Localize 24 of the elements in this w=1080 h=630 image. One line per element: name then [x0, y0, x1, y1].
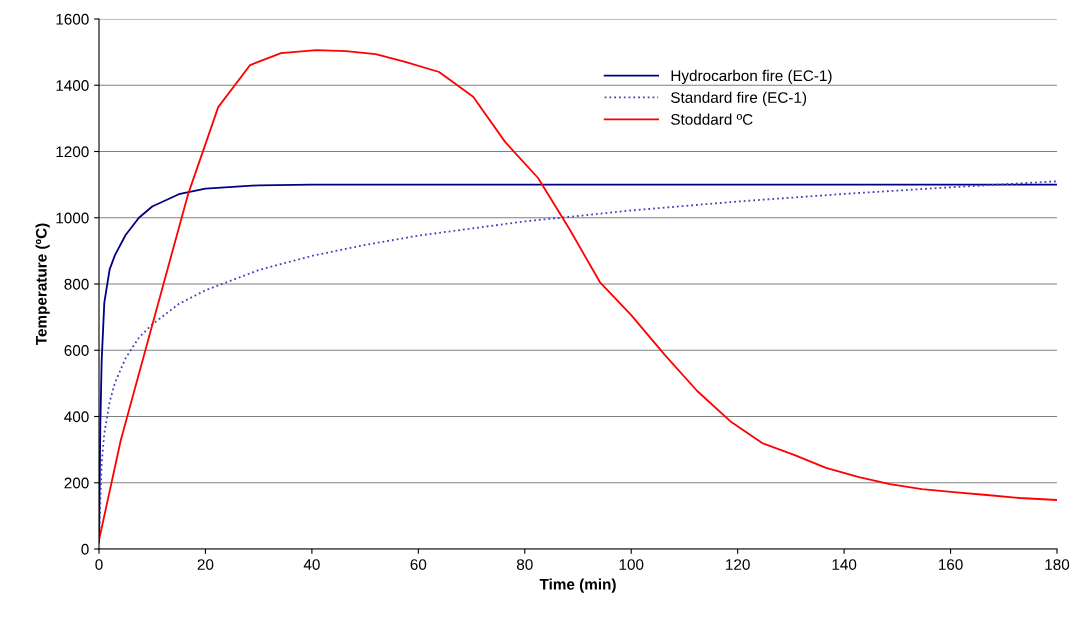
y-tick-label: 1400 [56, 80, 89, 91]
y-tick-label: 1200 [56, 146, 89, 158]
legend-label: Standard fire (EC-1) [671, 91, 807, 106]
y-tick-label: 1600 [56, 13, 89, 25]
x-tick-label: 40 [303, 559, 320, 570]
y-tick-label: 200 [64, 477, 89, 489]
y-axis-title: Temperature (ºC) [35, 223, 50, 346]
x-tick-label: 120 [726, 559, 750, 570]
y-tick-label: 1000 [56, 212, 89, 224]
x-tick-label: 60 [410, 559, 427, 570]
y-tick-label: 400 [64, 411, 89, 423]
y-tick-label: 600 [64, 345, 89, 356]
x-tick-label: 20 [197, 559, 214, 570]
x-axis-title: Time (min) [539, 578, 616, 593]
y-tick-label: 800 [64, 278, 89, 290]
x-tick-label: 180 [1045, 559, 1070, 570]
x-tick-label: 160 [938, 559, 963, 570]
x-tick-label: 0 [95, 559, 103, 570]
x-tick-label: 80 [516, 559, 533, 570]
legend-label: Stoddard ºC [671, 113, 753, 125]
y-tick-label: 0 [81, 543, 89, 555]
legend-label: Hydrocarbon fire (EC-1) [671, 69, 832, 85]
x-tick-label: 140 [832, 559, 857, 570]
x-tick-label: 100 [619, 559, 644, 570]
